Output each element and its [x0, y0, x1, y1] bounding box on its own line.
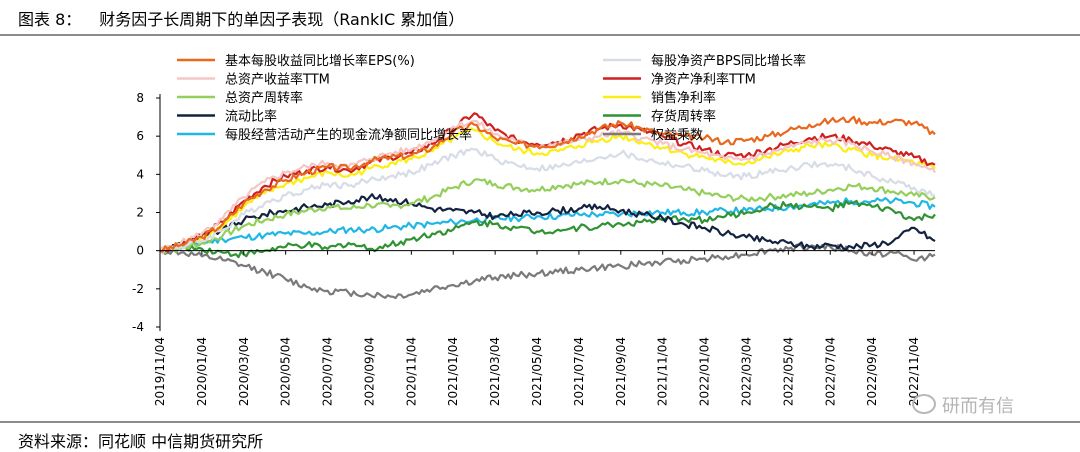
- top-divider: [0, 34, 1080, 36]
- bottom-divider: [0, 421, 1080, 423]
- x-tick-label: 2020/09/04: [362, 337, 376, 406]
- x-tick-label: 2021/11/04: [656, 337, 670, 406]
- series-layer: [159, 112, 936, 300]
- x-tick-label: 2022/09/04: [865, 337, 879, 406]
- x-tick-label: 2022/01/04: [698, 337, 712, 406]
- x-tick-label: 2020/03/04: [237, 337, 251, 406]
- x-tick-label: 2020/11/04: [404, 337, 418, 406]
- x-tick-label: 2022/05/04: [781, 337, 795, 406]
- y-tick-label: 2: [136, 206, 144, 220]
- legend-label: 每股经营活动产生的现金流净额同比增长率: [225, 127, 472, 143]
- y-tick-label: 0: [136, 244, 144, 258]
- y-tick-label: -4: [132, 320, 144, 334]
- watermark: 研而有信: [912, 392, 1014, 418]
- legend-label: 销售净利率: [651, 90, 716, 106]
- legend-label: 权益乘数: [651, 127, 703, 143]
- x-tick-label: 2020/05/04: [279, 337, 293, 406]
- x-tick-label: 2019/11/04: [153, 337, 167, 406]
- x-tick-label: 2022/07/04: [823, 337, 837, 406]
- legend-label: 流动比率: [225, 109, 277, 125]
- series-line-4: [159, 177, 936, 254]
- legend-label: 基本每股收益同比增长率EPS(%): [225, 53, 415, 69]
- axis-layer: -4 -2 0 2 4 6 8 2019/11/04 2020/01/04 2020/03/04 2…: [132, 91, 935, 406]
- x-tick-label: 2021/07/04: [572, 337, 586, 406]
- x-tick-label: 2021/01/04: [446, 337, 460, 406]
- x-tick-label: 2022/03/04: [739, 337, 753, 406]
- y-tick-label: -2: [132, 282, 144, 296]
- x-tick-label: 2021/05/04: [530, 337, 544, 406]
- series-line-1: [159, 147, 936, 255]
- x-tick-label: 2022/11/04: [907, 337, 921, 406]
- series-line-7: [159, 199, 936, 259]
- legend-label: 总资产收益率TTM: [225, 72, 330, 88]
- wechat-icon: [912, 394, 936, 414]
- series-line-0: [159, 115, 936, 253]
- x-tick-label: 2021/03/04: [488, 337, 502, 406]
- series-line-3: [159, 112, 936, 253]
- x-tick-label: 2020/01/04: [195, 337, 209, 406]
- figure-number: 图表 8：: [18, 10, 82, 29]
- y-tick-label: 4: [136, 167, 144, 181]
- legend-label: 每股净资产BPS同比增长率: [651, 53, 806, 69]
- legend-label: 净资产净利率TTM: [651, 72, 756, 88]
- line-chart: -4 -2 0 2 4 6 8 2019/11/04 2020/01/04 2020/03/04 2…: [132, 53, 936, 406]
- figure-title: 图表 8： 财务因子长周期下的单因子表现（RankIC 累加值）: [18, 6, 464, 30]
- watermark-text: 研而有信: [942, 396, 1014, 417]
- legend-label: 总资产周转率: [225, 90, 303, 106]
- y-tick-label: 6: [136, 129, 144, 143]
- x-tick-label: 2020/07/04: [321, 337, 335, 406]
- source-note: 资料来源：同花顺 中信期货研究所: [18, 432, 264, 451]
- legend-label: 存货周转率: [651, 109, 716, 125]
- figure-title-text: 财务因子长周期下的单因子表现（RankIC 累加值）: [99, 10, 465, 29]
- series-line-9: [159, 243, 936, 300]
- y-tick-label: 8: [136, 91, 144, 105]
- x-tick-label: 2021/09/04: [614, 337, 628, 406]
